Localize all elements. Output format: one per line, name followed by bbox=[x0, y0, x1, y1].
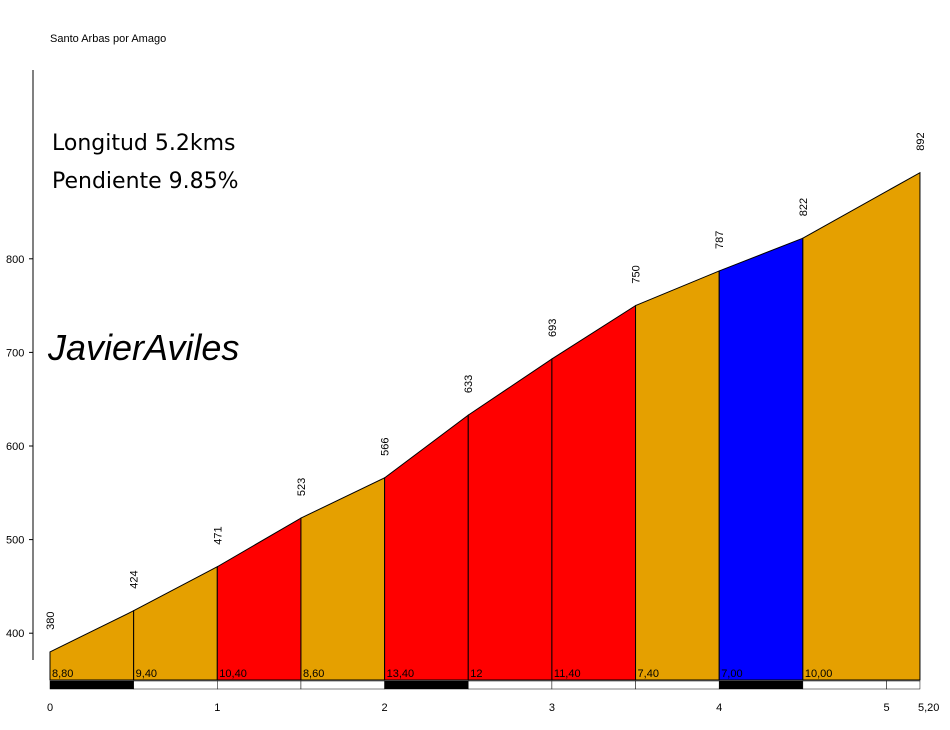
segment-gradient-label: 9,40 bbox=[136, 668, 157, 680]
segment-gradient-label: 7,00 bbox=[721, 668, 742, 680]
km-bar-block bbox=[468, 680, 553, 690]
km-bar-block bbox=[133, 680, 218, 690]
segment-gradient-label: 11,40 bbox=[554, 668, 581, 680]
x-tick-label: 3 bbox=[549, 702, 555, 714]
elevation-label: 633 bbox=[463, 375, 475, 393]
km-bar-block bbox=[718, 680, 804, 690]
elevation-label: 523 bbox=[296, 478, 308, 496]
km-bar-block bbox=[886, 680, 921, 690]
km-bar-block bbox=[49, 680, 134, 690]
elevation-label: 892 bbox=[915, 132, 927, 150]
km-bar-block bbox=[635, 680, 720, 690]
profile-segment-4 bbox=[300, 477, 386, 681]
elevation-label: 566 bbox=[380, 437, 392, 455]
y-tick-label: 400 bbox=[6, 628, 24, 640]
y-tick-label: 600 bbox=[6, 441, 24, 453]
y-tick-label: 800 bbox=[6, 254, 24, 266]
x-tick-label: 5,20 bbox=[918, 702, 939, 714]
segment-gradient-label: 10,40 bbox=[219, 668, 247, 680]
x-tick-label: 0 bbox=[47, 702, 53, 714]
elevation-label: 380 bbox=[45, 612, 57, 630]
profile-segment-6 bbox=[467, 358, 553, 681]
segment-gradient-label: 7,40 bbox=[638, 668, 659, 680]
elevation-label: 424 bbox=[129, 570, 141, 588]
x-tick-label: 1 bbox=[214, 702, 220, 714]
km-bar-block bbox=[551, 680, 636, 690]
km-bar-block bbox=[300, 680, 385, 690]
info-line: Longitud 5.2kms bbox=[52, 131, 236, 156]
profile-segment-3 bbox=[216, 517, 302, 681]
x-tick-label: 5 bbox=[883, 702, 889, 714]
elevation-label: 750 bbox=[631, 265, 643, 283]
segment-gradient-label: 8,60 bbox=[303, 668, 324, 680]
segment-gradient-label: 8,80 bbox=[52, 668, 73, 680]
elevation-label: 822 bbox=[798, 198, 810, 216]
segment-gradient-label: 10,00 bbox=[805, 668, 833, 680]
elevation-label: 693 bbox=[547, 319, 559, 337]
segment-gradient-label: 12 bbox=[470, 668, 482, 680]
elevation-label: 471 bbox=[212, 526, 224, 544]
info-line: Pendiente 9.85% bbox=[52, 169, 239, 194]
y-tick-label: 500 bbox=[6, 535, 24, 547]
km-bar-block bbox=[802, 680, 887, 690]
profile-segment-8 bbox=[635, 270, 720, 681]
profile-segment-2 bbox=[133, 565, 218, 681]
y-tick-label: 700 bbox=[6, 347, 24, 359]
km-bar-block bbox=[384, 680, 469, 690]
chart-title: Santo Arbas por Amago bbox=[50, 33, 166, 45]
profile-segment-7 bbox=[551, 304, 637, 681]
profile-segment-10 bbox=[802, 171, 921, 681]
elevation-label: 787 bbox=[714, 231, 726, 249]
profile-segment-5 bbox=[384, 414, 469, 681]
author-label: JavierAviles bbox=[47, 327, 239, 368]
km-bar-block bbox=[217, 680, 302, 690]
x-tick-label: 2 bbox=[382, 702, 388, 714]
segment-gradient-label: 13,40 bbox=[387, 668, 415, 680]
x-tick-label: 4 bbox=[716, 702, 722, 714]
profile-segment-9 bbox=[718, 237, 804, 681]
